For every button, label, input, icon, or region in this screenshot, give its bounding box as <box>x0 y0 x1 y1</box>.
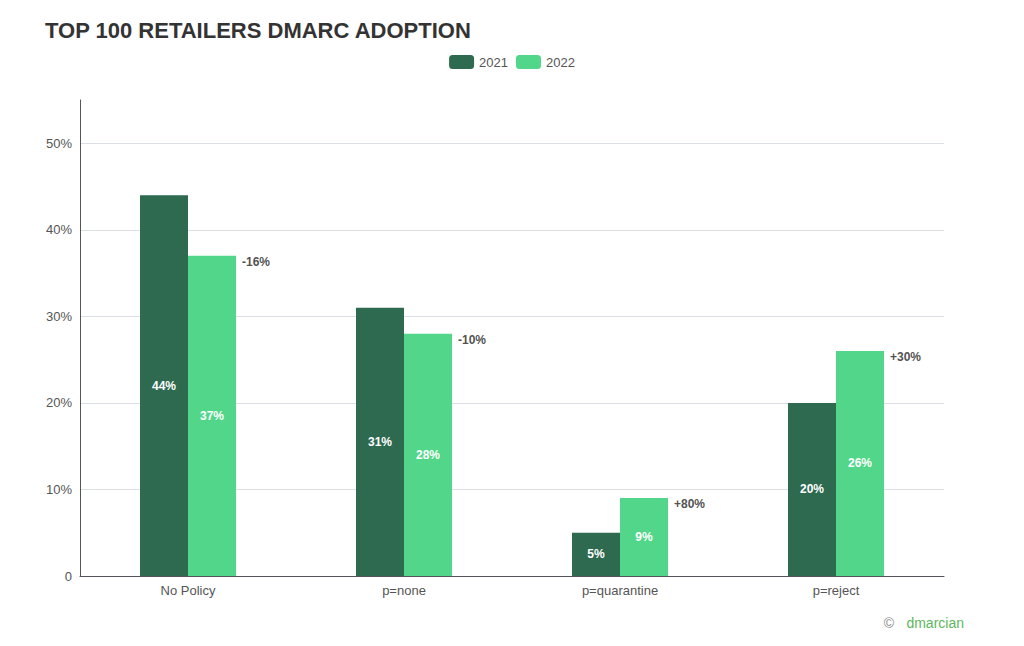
svg-text:2022: 2022 <box>546 55 575 70</box>
svg-text:26%: 26% <box>848 456 872 470</box>
svg-text:28%: 28% <box>416 448 440 462</box>
svg-text:+30%: +30% <box>890 350 921 364</box>
svg-text:p=none: p=none <box>382 583 426 598</box>
svg-text:-16%: -16% <box>242 255 270 269</box>
svg-text:9%: 9% <box>635 530 653 544</box>
svg-text:p=reject: p=reject <box>813 583 860 598</box>
svg-text:©: © <box>884 615 895 631</box>
svg-text:37%: 37% <box>200 409 224 423</box>
svg-text:p=quarantine: p=quarantine <box>582 583 658 598</box>
svg-text:TOP 100 RETAILERS DMARC ADOPTI: TOP 100 RETAILERS DMARC ADOPTION <box>45 18 471 43</box>
svg-text:40%: 40% <box>46 222 72 237</box>
svg-text:31%: 31% <box>368 435 392 449</box>
svg-text:-10%: -10% <box>458 333 486 347</box>
svg-text:5%: 5% <box>587 547 605 561</box>
svg-text:44%: 44% <box>152 379 176 393</box>
svg-text:0: 0 <box>65 569 72 584</box>
svg-text:10%: 10% <box>46 482 72 497</box>
svg-text:2021: 2021 <box>479 55 508 70</box>
svg-text:No Policy: No Policy <box>161 583 216 598</box>
svg-text:+80%: +80% <box>674 497 705 511</box>
svg-text:20%: 20% <box>800 482 824 496</box>
svg-text:dmarcian: dmarcian <box>906 615 964 631</box>
svg-text:50%: 50% <box>46 136 72 151</box>
svg-text:30%: 30% <box>46 309 72 324</box>
svg-text:20%: 20% <box>46 395 72 410</box>
